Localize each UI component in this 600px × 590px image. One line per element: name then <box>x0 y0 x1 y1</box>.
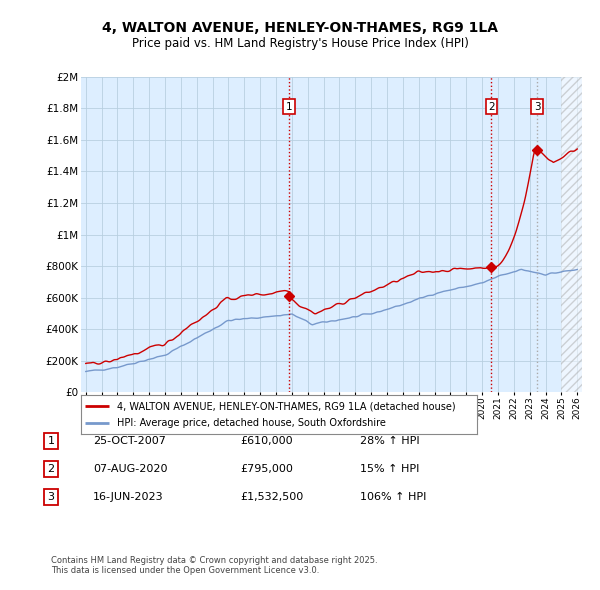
Text: 25-OCT-2007: 25-OCT-2007 <box>93 437 166 446</box>
Text: 28% ↑ HPI: 28% ↑ HPI <box>360 437 419 446</box>
Text: £610,000: £610,000 <box>240 437 293 446</box>
Text: £795,000: £795,000 <box>240 464 293 474</box>
Text: Price paid vs. HM Land Registry's House Price Index (HPI): Price paid vs. HM Land Registry's House … <box>131 37 469 50</box>
Text: 2: 2 <box>47 464 55 474</box>
Text: 07-AUG-2020: 07-AUG-2020 <box>93 464 167 474</box>
Text: HPI: Average price, detached house, South Oxfordshire: HPI: Average price, detached house, Sout… <box>116 418 386 428</box>
Text: 106% ↑ HPI: 106% ↑ HPI <box>360 492 427 502</box>
Text: 1: 1 <box>286 101 292 112</box>
Bar <box>562 77 582 392</box>
Text: 15% ↑ HPI: 15% ↑ HPI <box>360 464 419 474</box>
Text: 2: 2 <box>488 101 495 112</box>
Text: 4, WALTON AVENUE, HENLEY-ON-THAMES, RG9 1LA (detached house): 4, WALTON AVENUE, HENLEY-ON-THAMES, RG9 … <box>116 401 455 411</box>
Text: 1: 1 <box>47 437 55 446</box>
Text: 4, WALTON AVENUE, HENLEY-ON-THAMES, RG9 1LA: 4, WALTON AVENUE, HENLEY-ON-THAMES, RG9 … <box>102 21 498 35</box>
Text: £1,532,500: £1,532,500 <box>240 492 303 502</box>
Text: 3: 3 <box>533 101 540 112</box>
Text: 3: 3 <box>47 492 55 502</box>
Text: 16-JUN-2023: 16-JUN-2023 <box>93 492 164 502</box>
Text: Contains HM Land Registry data © Crown copyright and database right 2025.
This d: Contains HM Land Registry data © Crown c… <box>51 556 377 575</box>
